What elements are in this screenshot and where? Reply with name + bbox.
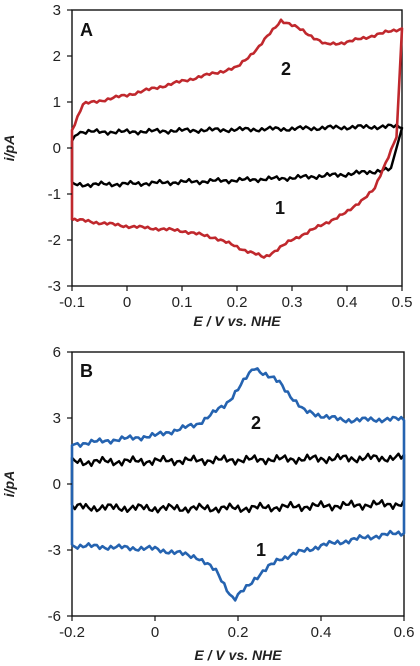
- panel-b-y-tick-label-2: 0: [53, 476, 61, 493]
- panel-b-x-tick-label-0: -0.2: [59, 624, 85, 641]
- panel-b-ticks: -0.2 0 0.2 0.4 0.6 6 3 0 -3 -6: [48, 344, 415, 641]
- panel-b-y-tick-label-3: -3: [48, 542, 61, 559]
- panel-a-x-tick-label-4: 0.3: [282, 294, 303, 311]
- panel-b-curve-1-label: 1: [256, 540, 266, 560]
- panel-a-label: A: [80, 20, 93, 40]
- panel-b: -0.2 0 0.2 0.4 0.6 6 3 0 -3 -6 B 2 1 E / V vs. NH…: [1, 344, 414, 663]
- panel-a-y-tick-label-6: -3: [48, 278, 61, 295]
- panel-b-label: B: [80, 361, 93, 381]
- panel-a-y-tick-label-2: 1: [53, 94, 61, 111]
- panel-b-x-tick-label-2: 0.2: [228, 624, 249, 641]
- panel-b-y-axis-title: i/pA: [1, 471, 17, 497]
- panel-a-ticks: -0.1 0 0.1 0.2 0.3 0.4 0.5 3 2 1 0 -1 -2 -3: [48, 2, 413, 311]
- panel-a-curve-2-label: 2: [281, 59, 291, 79]
- panel-a-y-axis-title: i/pA: [1, 135, 17, 161]
- panel-b-series-1-line: [70, 452, 406, 514]
- panel-a-y-tick-label-4: -1: [48, 186, 61, 203]
- panel-b-y-tick-label-0: 6: [53, 344, 61, 361]
- panel-a-y-tick-label-5: -2: [48, 232, 61, 249]
- panel-a-x-tick-label-6: 0.5: [392, 294, 413, 311]
- panel-b-x-tick-label-3: 0.4: [311, 624, 332, 641]
- panel-a-x-tick-label-1: 0: [123, 294, 131, 311]
- panel-a: -0.1 0 0.1 0.2 0.3 0.4 0.5 3 2 1 0 -1 -2 -3 A 2 1 E /…: [1, 2, 412, 329]
- panel-a-series-2-line: [70, 18, 404, 259]
- panel-b-curve-2-label: 2: [251, 413, 261, 433]
- panel-a-x-tick-label-2: 0.1: [172, 294, 193, 311]
- panel-b-y-tick-label-4: -6: [48, 608, 61, 625]
- panel-a-y-tick-label-0: 3: [53, 2, 61, 19]
- panel-b-series-2-line: [70, 367, 406, 602]
- panel-a-curves: [70, 18, 404, 259]
- panel-a-x-tick-label-3: 0.2: [227, 294, 248, 311]
- panel-b-x-axis-title: E / V vs. NHE: [194, 647, 282, 663]
- panel-b-x-tick-label-4: 0.6: [394, 624, 415, 641]
- panel-a-x-tick-label-0: -0.1: [59, 294, 85, 311]
- panel-a-x-axis-title: E / V vs. NHE: [193, 313, 281, 329]
- panel-a-curve-1-label: 1: [275, 198, 285, 218]
- panel-a-plot-frame: [71, 9, 403, 287]
- panel-a-x-tick-label-5: 0.4: [337, 294, 358, 311]
- panel-a-y-tick-label-1: 2: [53, 48, 61, 65]
- panel-b-y-tick-label-1: 3: [53, 410, 61, 427]
- panel-a-series-1-line: [70, 123, 404, 189]
- panel-b-x-tick-label-1: 0: [151, 624, 159, 641]
- panel-b-curves: [70, 367, 406, 602]
- panel-a-y-tick-label-3: 0: [53, 140, 61, 157]
- panel-b-plot-frame: [71, 351, 405, 617]
